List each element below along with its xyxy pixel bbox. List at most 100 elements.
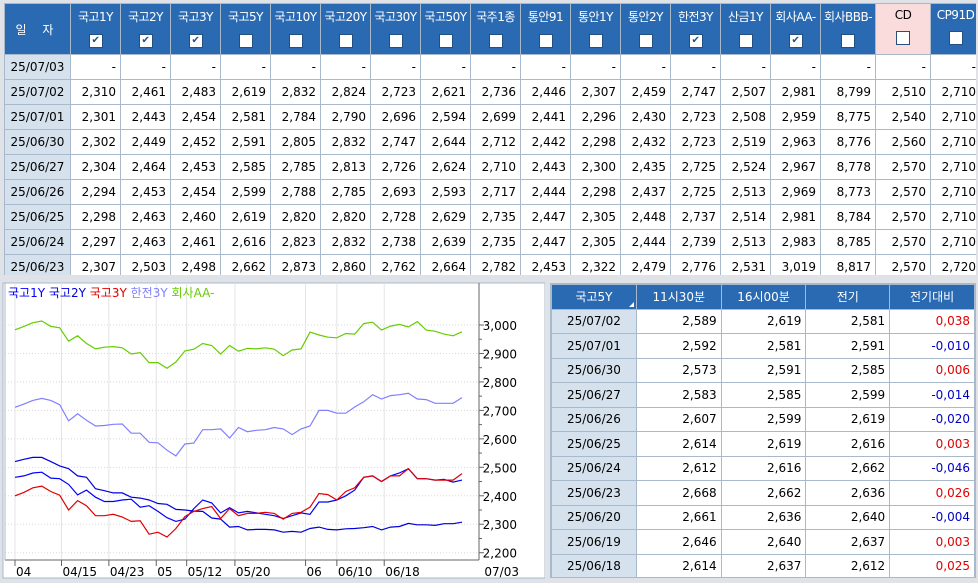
row-date: 25/06/20 [551, 504, 637, 530]
series-line-3 [14, 392, 463, 457]
series-checkbox[interactable] [841, 34, 855, 48]
rate-cell: - [930, 54, 976, 80]
rate-cell: 2,570 [875, 254, 931, 275]
rate-cell-prev: 2,662 [805, 455, 891, 481]
series-checkbox[interactable] [238, 34, 253, 48]
series-checkbox[interactable] [738, 34, 753, 48]
rate-cell: 2,510 [875, 79, 931, 105]
rate-cell: 2,508 [720, 104, 771, 130]
table-row[interactable]: 25/06/20 2,661 2,636 2,640 -0,004 [551, 504, 975, 530]
rate-cell: 2,616 [220, 229, 271, 255]
column-header[interactable]: 전기 [805, 284, 891, 310]
rate-cell: 2,304 [70, 154, 121, 180]
row-date: 25/06/24 [4, 229, 71, 255]
table-row[interactable]: 25/06/26 2,607 2,599 2,619 -0,020 [551, 406, 975, 432]
rate-cell: 2,444 [520, 179, 571, 205]
row-date: 25/06/18 [551, 553, 637, 577]
series-checkbox[interactable]: ✔ [788, 34, 803, 48]
column-header[interactable]: 11시30분 [635, 284, 722, 310]
table-row[interactable]: 25/06/27 2,304 2,464 2,453 2,585 2,785 2,813 2,… [4, 154, 976, 180]
table-row[interactable]: 25/07/02 2,589 2,619 2,581 0,038 [551, 308, 975, 334]
column-header: 회사AA- ✔ [770, 3, 821, 55]
rate-cell: 2,454 [170, 104, 221, 130]
change-cell: -0,004 [889, 504, 975, 530]
rate-cell: 2,599 [220, 179, 271, 205]
rate-cell: 8,778 [820, 154, 876, 180]
series-checkbox[interactable]: ✔ [88, 34, 103, 48]
series-checkbox[interactable] [638, 34, 653, 48]
rate-cell: 2,593 [420, 179, 471, 205]
rate-cell: 2,322 [570, 254, 621, 275]
table-row[interactable]: 25/06/30 2,302 2,449 2,452 2,591 2,805 2,832 2,… [4, 129, 976, 155]
table-row[interactable]: 25/07/03- - - - - - - - - - - - - - - - - - [4, 54, 976, 80]
table-row[interactable]: 25/07/01 2,301 2,443 2,454 2,581 2,784 2,790 2,… [4, 104, 976, 130]
table-row[interactable]: 25/06/30 2,573 2,591 2,585 0,006 [551, 357, 975, 383]
table-row[interactable]: 25/07/02 2,310 2,461 2,483 2,619 2,832 2,824 2,… [4, 79, 976, 105]
table-row[interactable]: 25/06/18 2,614 2,637 2,612 0,025 [551, 553, 975, 577]
series-checkbox[interactable]: ✔ [188, 34, 203, 48]
table-row[interactable]: 25/06/25 2,298 2,463 2,460 2,619 2,820 2,820 2,… [4, 204, 976, 230]
row-date: 25/06/30 [551, 357, 637, 383]
rate-cell-v2: 2,619 [720, 308, 807, 334]
legend-entry: 회사AA- [172, 286, 215, 300]
rate-cell-prev: 2,585 [805, 357, 891, 383]
x-tick-label: 04/15 [62, 565, 97, 579]
rate-cell: 8,784 [820, 204, 876, 230]
rate-cell: 2,540 [875, 104, 931, 130]
rate-cell: 2,449 [120, 129, 171, 155]
series-checkbox[interactable] [896, 31, 910, 45]
column-label: 국고5Y [227, 10, 264, 24]
series-checkbox[interactable] [488, 34, 503, 48]
column-header: 통안2Y [620, 3, 671, 55]
rate-cell: 2,483 [170, 79, 221, 105]
series-checkbox[interactable] [948, 31, 963, 45]
series-checkbox[interactable] [538, 34, 553, 48]
series-line-4 [14, 320, 463, 370]
legend-entry: 국고3Y [90, 286, 128, 300]
x-tick-label: 05/20 [236, 565, 271, 579]
table-row[interactable]: 25/06/19 2,646 2,640 2,637 0,003 [551, 529, 975, 555]
row-date: 25/06/25 [551, 431, 637, 457]
table-row[interactable]: 25/06/24 2,612 2,616 2,662 -0,046 [551, 455, 975, 481]
series-checkbox[interactable]: ✔ [138, 34, 153, 48]
table-row[interactable]: 25/06/23 2,307 2,503 2,498 2,662 2,873 2,860 2,… [4, 254, 976, 275]
series-checkbox[interactable]: ✔ [688, 34, 703, 48]
series-checkbox[interactable] [288, 34, 303, 48]
series-checkbox[interactable] [438, 34, 453, 48]
column-label: 통안91 [527, 10, 564, 24]
rate-cell: - [670, 54, 721, 80]
column-label: 회사AA- [775, 10, 816, 24]
rate-cell: 2,531 [720, 254, 771, 275]
rate-cell: 2,460 [170, 204, 221, 230]
table-row[interactable]: 25/06/26 2,294 2,453 2,454 2,599 2,788 2,785 2,… [4, 179, 976, 205]
column-label: 국주1종 [476, 10, 515, 24]
series-checkbox[interactable] [588, 34, 603, 48]
column-header: CD [875, 3, 931, 55]
column-header[interactable]: 전기대비 [889, 284, 975, 310]
rate-cell: 2,725 [670, 179, 721, 205]
rate-cell: 2,461 [170, 229, 221, 255]
column-header[interactable]: 16시00분 [720, 284, 807, 310]
rate-cell: 2,305 [570, 204, 621, 230]
rate-cell: 2,723 [670, 129, 721, 155]
table-row[interactable]: 25/07/01 2,592 2,581 2,591 -0,010 [551, 333, 975, 359]
series-checkbox[interactable] [388, 34, 403, 48]
table-row[interactable]: 25/06/25 2,614 2,619 2,616 0,003 [551, 431, 975, 457]
column-label: 통안2Y [627, 10, 664, 24]
rate-cell: 2,710 [930, 104, 976, 130]
change-cell: 0,006 [889, 357, 975, 383]
table-row[interactable]: 25/06/24 2,297 2,463 2,461 2,616 2,823 2,832 2,… [4, 229, 976, 255]
series-checkbox[interactable] [338, 34, 353, 48]
rate-cell: 2,710 [930, 229, 976, 255]
table-row[interactable]: 25/06/23 2,668 2,662 2,636 0,026 [551, 480, 975, 506]
column-label: 국고1Y [77, 10, 114, 24]
rate-cell-v1: 2,589 [635, 308, 722, 334]
y-tick-label: 2,200 [483, 547, 517, 561]
y-tick-label: 2,300 [483, 518, 517, 532]
rate-cell-prev: 2,619 [805, 406, 891, 432]
change-cell: 0,003 [889, 529, 975, 555]
rate-cell: 2,967 [770, 154, 821, 180]
rate-chart: 2,200 2,300 2,400 2,500 2,600 2,700 2,800 2,900… [2, 282, 546, 579]
column-header[interactable]: 국고5Y [551, 284, 637, 310]
table-row[interactable]: 25/06/27 2,583 2,585 2,599 -0,014 [551, 382, 975, 408]
